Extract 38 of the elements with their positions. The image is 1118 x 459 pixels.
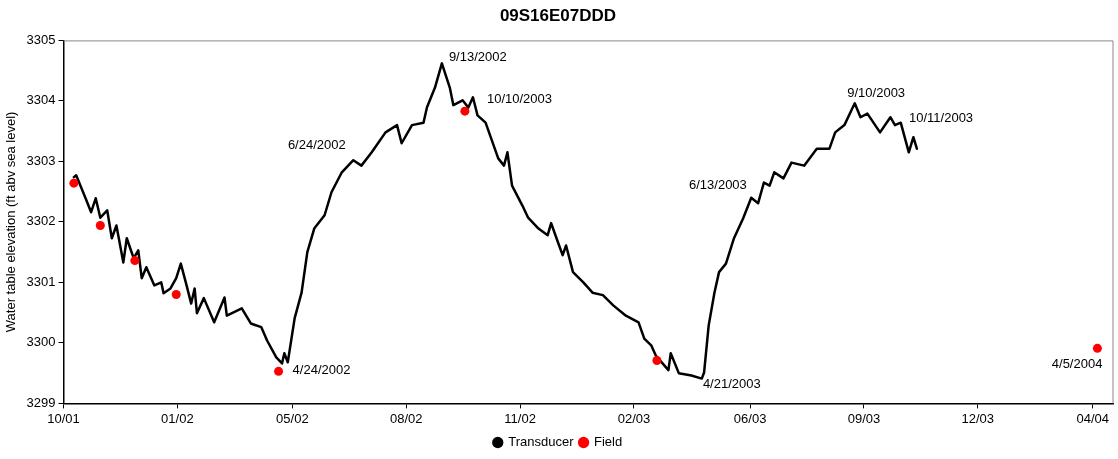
x-tick-label: 01/02: [161, 410, 194, 426]
x-tick-label: 10/01: [47, 410, 80, 426]
annotation: 9/10/2003: [847, 84, 906, 100]
point: [130, 256, 140, 266]
x-tick-label: 05/02: [276, 410, 309, 426]
legend-label: Field: [594, 434, 623, 450]
x-tick-label: 09/03: [847, 410, 881, 426]
annotation: 9/13/2002: [448, 48, 507, 64]
point: [171, 290, 181, 299]
point: [95, 221, 105, 231]
y-tick-label: 3302: [26, 213, 56, 229]
y-tick-label: 3303: [26, 152, 56, 168]
point: [652, 355, 662, 365]
annotation: 4/21/2003: [702, 375, 761, 391]
x-tick-label: 11/02: [504, 410, 536, 426]
annotation: 6/24/2002: [287, 137, 346, 153]
y-tick-label: 3300: [26, 334, 56, 350]
point: [69, 178, 79, 188]
x-tick-label: 04/04: [1076, 410, 1110, 426]
annotation: 10/10/2003: [486, 90, 553, 106]
annotation: 10/11/2003: [908, 109, 974, 125]
y-tick-label: 3301: [26, 273, 56, 289]
y-tick-label: 3304: [26, 92, 56, 108]
x-tick-label: 06/03: [733, 410, 767, 426]
annotation: 6/13/2003: [689, 176, 747, 192]
x-tick-label: 02/03: [617, 410, 651, 426]
point: [274, 366, 284, 376]
x-tick-label: 08/02: [389, 410, 423, 426]
x-tick-label: 12/03: [961, 410, 995, 426]
legend-label: Transducer: [508, 434, 575, 450]
point: [460, 106, 470, 116]
annotation: 4/5/2004: [1051, 355, 1103, 371]
y-axis-title: Water table elevation (ft abv sea level): [3, 111, 19, 333]
y-tick-label: 3299: [26, 394, 56, 410]
annotation: 4/24/2002: [292, 361, 351, 377]
y-tick-label: 3305: [26, 31, 56, 47]
point: [1092, 343, 1102, 353]
chart-title: 09S16E07DDD: [499, 5, 617, 25]
